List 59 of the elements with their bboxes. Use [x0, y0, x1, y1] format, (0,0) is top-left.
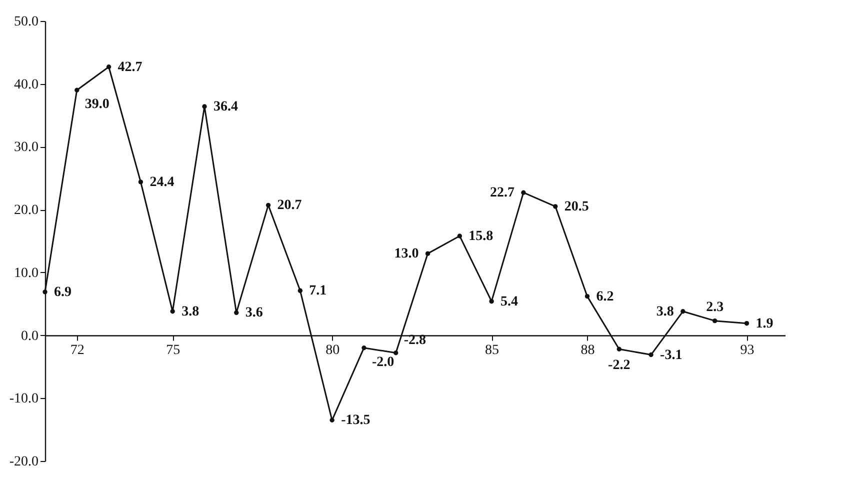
point [744, 321, 750, 326]
point [553, 204, 558, 209]
x-tick-label: 88 [580, 342, 595, 358]
point [457, 234, 462, 238]
data-label: 22.7 [490, 186, 514, 201]
point [521, 190, 526, 195]
data-label: -2.0 [372, 354, 394, 370]
point [616, 346, 622, 352]
data-label: -2.2 [608, 358, 630, 374]
point [330, 418, 334, 422]
data-label: 6.9 [54, 284, 72, 300]
point [362, 346, 366, 350]
point [138, 180, 144, 184]
data-label: 3.8 [182, 304, 200, 320]
point [298, 288, 303, 293]
data-label: -3.1 [660, 348, 682, 363]
x-tick-label: 72 [70, 342, 84, 358]
y-tick-label: 40.0 [14, 77, 38, 92]
data-label: 1.9 [756, 316, 774, 332]
point [712, 318, 718, 324]
data-label: 20.5 [564, 199, 589, 214]
point [202, 104, 207, 109]
y-tick-label: -20.0 [9, 454, 38, 470]
point [489, 299, 494, 304]
data-label: 39.0 [84, 97, 110, 112]
y-tick-label: 30.0 [14, 140, 38, 156]
data-label: 20.7 [277, 198, 302, 214]
point [170, 309, 175, 314]
data-label: 3.6 [245, 306, 263, 321]
point [42, 290, 48, 294]
data-label: 15.8 [468, 228, 494, 244]
point [648, 352, 654, 358]
data-label: 36.4 [213, 99, 238, 114]
data-label: -13.5 [341, 413, 370, 428]
data-label: 2.3 [706, 300, 724, 315]
y-tick-label: 0.0 [21, 328, 38, 344]
point [394, 350, 398, 356]
point [74, 88, 80, 92]
y-tick-label: 10.0 [14, 266, 38, 281]
data-label: 5.4 [500, 294, 518, 310]
point [425, 251, 430, 256]
y-tick-label: 50.0 [14, 14, 38, 30]
y-tick-label: -10.0 [9, 392, 38, 407]
point [680, 309, 686, 314]
data-label: 24.4 [150, 174, 174, 190]
x-tick-label: 85 [485, 342, 500, 358]
data-label: 6.2 [596, 289, 614, 304]
data-label: 7.1 [309, 284, 327, 299]
x-tick-label: 93 [740, 342, 754, 358]
point [266, 202, 271, 208]
data-label: 42.7 [118, 60, 142, 75]
data-label: 13.0 [394, 246, 419, 262]
point [234, 310, 239, 315]
point [584, 294, 590, 299]
x-tick-label: 75 [166, 342, 180, 358]
x-tick-label: 80 [326, 342, 340, 358]
data-label: 3.8 [656, 304, 674, 320]
y-tick-label: 20.0 [14, 203, 38, 218]
point [106, 64, 112, 70]
